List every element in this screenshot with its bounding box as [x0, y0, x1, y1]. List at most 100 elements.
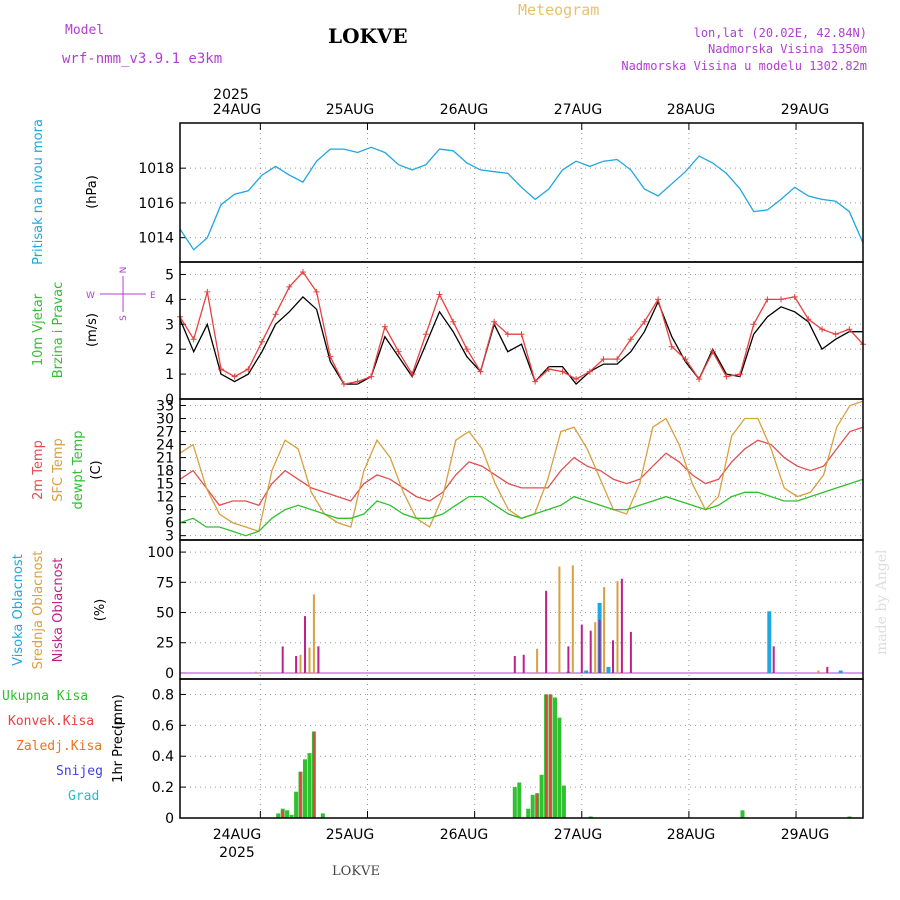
- clouds-bar-2: [620, 578, 623, 673]
- gust-marker: [354, 378, 361, 385]
- y-tick-label: 12: [156, 490, 174, 506]
- clouds-bar-1: [299, 654, 302, 673]
- clouds-bar-2: [598, 619, 601, 673]
- precip-bar-0: [307, 753, 312, 818]
- gust-marker: [696, 376, 703, 383]
- bottom-date-label: 25AUG: [326, 827, 375, 843]
- precip-bar-0: [276, 813, 281, 818]
- gust-marker: [819, 326, 826, 333]
- precip-panel: Ukupna Kisa Konvek.Kisa Zaledj.Kisa Snij…: [2, 689, 126, 804]
- gust-marker: [190, 336, 197, 343]
- y-tick-label: 18: [156, 464, 174, 480]
- precip-bar-1: [312, 731, 315, 818]
- precip-bar-1: [281, 810, 284, 818]
- precip-bar-1: [536, 793, 539, 818]
- pressure-frame: [179, 122, 864, 263]
- wind-dir-e: E: [150, 291, 156, 301]
- gust-marker: [737, 371, 744, 378]
- gust-marker: [450, 318, 457, 325]
- wind-dir-n: N: [119, 267, 129, 274]
- bottom-date-axis: 24AUG 25AUG 26AUG 27AUG 28AUG 29AUG: [213, 827, 830, 843]
- y-tick-label: 0.4: [152, 749, 174, 765]
- gust-marker: [778, 296, 785, 303]
- y-tick-label: 0.2: [152, 780, 174, 796]
- clouds-bar-1: [817, 670, 820, 673]
- precip-bar-0: [517, 782, 522, 818]
- y-tick-label: 24: [156, 438, 174, 454]
- precip-bar-0: [526, 808, 531, 818]
- gust-marker: [409, 371, 416, 378]
- temp-unit: (C): [89, 460, 104, 479]
- top-date-label: 29AUG: [781, 102, 830, 118]
- precip-legend-total: Ukupna Kisa: [2, 689, 88, 704]
- pressure-panel: Pritisak na nivou mora (hPa): [31, 119, 100, 265]
- precip-bar-1: [299, 771, 302, 818]
- gust-marker: [559, 368, 566, 375]
- temp-ylabel-2m: 2m Temp: [31, 440, 46, 500]
- lonlat-label: lon,lat (20.02E, 42.84N): [694, 26, 867, 40]
- gust-marker: [368, 373, 375, 380]
- precip-bar-0: [512, 787, 517, 818]
- y-tick-label: 9: [165, 503, 174, 519]
- gust-marker: [723, 373, 730, 380]
- gust-marker: [258, 338, 265, 345]
- bottom-year-label: 2025: [219, 845, 255, 861]
- wind-unit: (m/s): [85, 313, 100, 347]
- precip-bar-0: [561, 785, 566, 818]
- clouds-bar-1: [558, 566, 561, 673]
- precip-bar-0: [539, 774, 544, 818]
- pressure-plot: 1014 1016 1018: [138, 122, 864, 263]
- clouds-bar-2: [295, 656, 298, 673]
- gust-marker: [245, 366, 252, 373]
- top-date-axis: 24AUG 25AUG 26AUG 27AUG 28AUG 29AUG: [213, 102, 830, 118]
- clouds-bar-2: [589, 630, 592, 673]
- gust-marker: [299, 268, 306, 275]
- clouds-bar-0: [606, 666, 611, 673]
- y-tick-label: 4: [165, 292, 174, 308]
- gust-marker: [545, 366, 552, 373]
- gust-marker: [832, 331, 839, 338]
- precip-bar-0: [320, 813, 325, 818]
- gust-marker: [491, 318, 498, 325]
- y-tick-label: 1016: [138, 196, 174, 212]
- bottom-date-label: 29AUG: [781, 827, 830, 843]
- clouds-bar-1: [616, 581, 619, 673]
- precip-legend-snow: Snijeg: [56, 764, 103, 779]
- gust-marker: [436, 291, 443, 298]
- gust-marker: [217, 366, 224, 373]
- precip-unit: (mm): [111, 694, 126, 729]
- elevation-label: Nadmorska Visina 1350m: [708, 42, 867, 56]
- wind-ylabel-2: Brzina i Pravac: [51, 282, 66, 379]
- cloud-ylabel-mid: Srednja Oblacnost: [31, 551, 46, 670]
- pressure-unit: (hPa): [85, 175, 100, 209]
- bottom-date-label: 28AUG: [667, 827, 716, 843]
- gust-marker: [313, 288, 320, 295]
- y-tick-label: 5: [165, 267, 174, 283]
- gust-marker: [586, 368, 593, 375]
- wind-line-0: [179, 295, 863, 386]
- gust-marker: [709, 348, 716, 355]
- gust-marker: [204, 288, 211, 295]
- y-tick-label: 3: [165, 529, 174, 545]
- y-tick-label: 1018: [138, 161, 174, 177]
- clouds-bar-1: [603, 587, 606, 673]
- clouds-bar-0: [838, 670, 843, 673]
- temperature-line-0: [179, 426, 864, 507]
- gust-marker: [750, 321, 757, 328]
- bottom-date-label: 27AUG: [554, 827, 603, 843]
- gust-marker: [641, 318, 648, 325]
- gust-marker: [600, 356, 607, 363]
- gust-marker: [655, 296, 662, 303]
- y-tick-label: 27: [156, 425, 174, 441]
- top-date-label: 26AUG: [440, 102, 489, 118]
- clouds-bar-1: [571, 565, 574, 673]
- y-tick-label: 6: [165, 516, 174, 532]
- clouds-bar-1: [536, 648, 539, 673]
- precip-bar-0: [285, 810, 290, 818]
- clouds-bar-2: [522, 654, 525, 673]
- model-name: wrf-nmm_v3.9.1 e3km: [62, 51, 222, 67]
- top-date-label: 25AUG: [326, 102, 375, 118]
- y-tick-label: 50: [156, 606, 174, 622]
